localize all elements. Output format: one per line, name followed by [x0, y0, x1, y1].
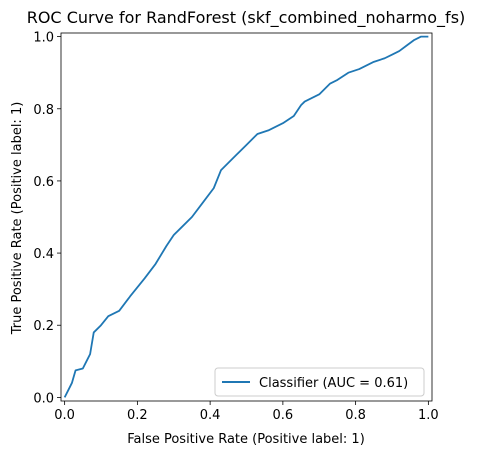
y-tick-label: 0.8	[33, 103, 54, 118]
plot-frame	[60, 32, 433, 402]
plot-area	[60, 32, 433, 402]
y-axis-ticks: 0.0 0.2 0.4 0.6 0.8 1.0	[33, 31, 61, 406]
y-tick-label: 1.0	[33, 31, 54, 46]
series-layer	[63, 35, 429, 398]
y-axis-label: True Positive Rate (Positive label: 1)	[10, 102, 25, 336]
x-tick-label: 0.6	[273, 408, 294, 423]
y-tick-label: 0.2	[33, 319, 54, 334]
legend-box	[214, 367, 425, 397]
roc-curve-line	[63, 35, 429, 398]
x-axis-ticks: 0.0 0.2 0.4 0.6 0.8 1.0	[54, 401, 439, 423]
x-tick-label: 0.2	[127, 408, 148, 423]
legend: Classifier (AUC = 0.61)	[214, 367, 425, 397]
y-tick-label: 0.4	[33, 247, 54, 262]
x-axis-label: False Positive Rate (Positive label: 1)	[127, 432, 365, 447]
y-tick-label: 0.0	[33, 391, 54, 406]
x-tick-label: 0.0	[54, 408, 75, 423]
x-tick-label: 0.8	[345, 408, 366, 423]
x-tick-label: 0.4	[200, 408, 221, 423]
y-tick-label: 0.6	[33, 175, 54, 190]
x-tick-label: 1.0	[418, 408, 439, 423]
legend-label: Classifier (AUC = 0.61)	[259, 376, 408, 391]
chart-title: ROC Curve for RandForest (skf_combined_n…	[27, 8, 466, 28]
